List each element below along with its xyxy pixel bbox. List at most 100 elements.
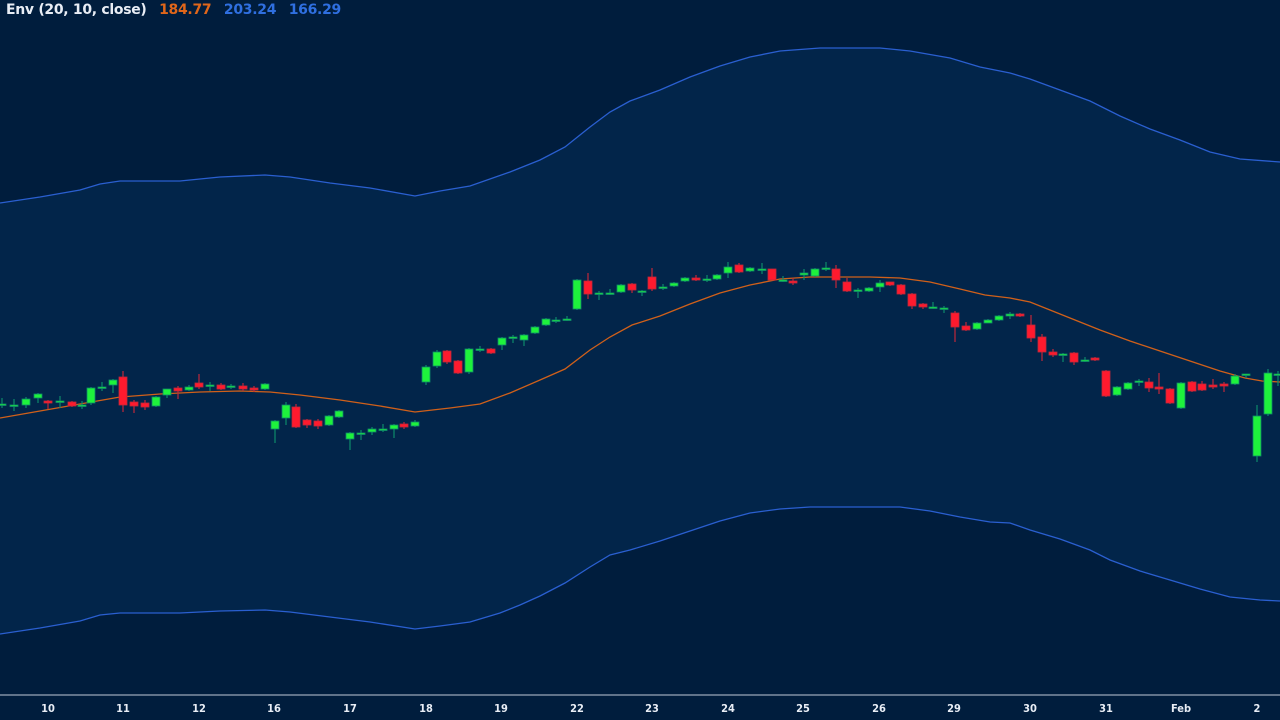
candle-up[interactable] (86, 387, 96, 405)
candle-down[interactable] (1015, 313, 1025, 317)
candle-down[interactable] (691, 275, 701, 281)
candle-up[interactable] (345, 432, 355, 450)
candle-down[interactable] (788, 278, 798, 285)
candle-down[interactable] (1219, 382, 1229, 392)
candle-up[interactable] (757, 263, 767, 274)
candle-down[interactable] (831, 265, 841, 288)
candle-up[interactable] (853, 288, 863, 298)
candle-down[interactable] (647, 268, 657, 291)
candle-up[interactable] (97, 382, 107, 391)
candle-up[interactable] (702, 275, 712, 282)
candle-down[interactable] (1187, 381, 1197, 392)
candle-down[interactable] (1090, 357, 1100, 361)
candle-up[interactable] (21, 397, 31, 408)
candle-down[interactable] (238, 383, 248, 391)
candle-down[interactable] (442, 350, 452, 364)
candle-up[interactable] (184, 385, 194, 391)
candle-down[interactable] (1026, 315, 1036, 342)
candle-up[interactable] (0, 398, 7, 408)
candle-up[interactable] (712, 274, 722, 280)
candle-up[interactable] (1112, 386, 1122, 396)
candle-down[interactable] (216, 383, 226, 390)
candle-up[interactable] (994, 315, 1004, 321)
candle-up[interactable] (508, 335, 518, 343)
candle-down[interactable] (140, 400, 150, 410)
candle-up[interactable] (1134, 379, 1144, 386)
candle-up[interactable] (1123, 382, 1133, 390)
candle-up[interactable] (367, 427, 377, 435)
candle-up[interactable] (162, 388, 172, 398)
candle-up[interactable] (594, 291, 604, 300)
candle-up[interactable] (55, 396, 65, 408)
candle-up[interactable] (616, 284, 626, 293)
candle-down[interactable] (194, 374, 204, 389)
candle-up[interactable] (281, 402, 291, 425)
candle-down[interactable] (627, 283, 637, 293)
candle-up[interactable] (723, 262, 733, 278)
candle-down[interactable] (43, 400, 53, 409)
candle-up[interactable] (324, 415, 334, 426)
candle-up[interactable] (1058, 353, 1068, 362)
candle-down[interactable] (118, 371, 128, 412)
candle-up[interactable] (519, 334, 529, 346)
candle-up[interactable] (983, 319, 993, 324)
candle-down[interactable] (129, 400, 139, 413)
candle-down[interactable] (918, 303, 928, 309)
candle-up[interactable] (799, 269, 809, 280)
candle-down[interactable] (734, 263, 744, 273)
candle-down[interactable] (1048, 349, 1058, 357)
candle-up[interactable] (389, 424, 399, 438)
candle-up[interactable] (745, 267, 755, 272)
candle-up[interactable] (1241, 373, 1251, 378)
candle-up[interactable] (572, 279, 582, 310)
candle-down[interactable] (767, 268, 777, 281)
candle-up[interactable] (530, 326, 540, 334)
candle-up[interactable] (928, 302, 938, 309)
candle-down[interactable] (1165, 388, 1175, 404)
candle-down[interactable] (1197, 381, 1207, 391)
candle-down[interactable] (842, 278, 852, 292)
candle-up[interactable] (551, 317, 561, 323)
candle-up[interactable] (810, 268, 820, 277)
candle-up[interactable] (1080, 357, 1090, 362)
candle-up[interactable] (421, 365, 431, 385)
candle-down[interactable] (291, 404, 301, 428)
candle-up[interactable] (778, 276, 788, 282)
candle-up[interactable] (226, 384, 236, 389)
candle-down[interactable] (249, 386, 259, 392)
candle-up[interactable] (475, 346, 485, 352)
candle-up[interactable] (605, 289, 615, 295)
candle-down[interactable] (67, 401, 77, 407)
candle-up[interactable] (151, 396, 161, 407)
candle-up[interactable] (270, 420, 280, 443)
candle-up[interactable] (9, 399, 19, 411)
candle-up[interactable] (108, 379, 118, 393)
candle-down[interactable] (313, 419, 323, 429)
candle-up[interactable] (1273, 371, 1280, 386)
candle-down[interactable] (486, 348, 496, 354)
candle-down[interactable] (907, 293, 917, 309)
candle-up[interactable] (410, 420, 420, 427)
candle-up[interactable] (821, 262, 831, 271)
candle-down[interactable] (1101, 370, 1111, 397)
candle-down[interactable] (896, 284, 906, 295)
candle-up[interactable] (1176, 382, 1186, 409)
candle-down[interactable] (302, 419, 312, 428)
candle-up[interactable] (637, 290, 647, 296)
candle-up[interactable] (464, 348, 474, 374)
candle-down[interactable] (1154, 373, 1164, 394)
candle-up[interactable] (205, 382, 215, 391)
candle-down[interactable] (950, 311, 960, 342)
candle-down[interactable] (961, 322, 971, 331)
candle-up[interactable] (680, 277, 690, 282)
candle-up[interactable] (658, 284, 668, 290)
candle-down[interactable] (453, 360, 463, 374)
candle-up[interactable] (1263, 369, 1273, 416)
candle-up[interactable] (541, 318, 551, 326)
candle-down[interactable] (885, 281, 895, 286)
candle-up[interactable] (864, 287, 874, 292)
candle-up[interactable] (875, 280, 885, 292)
candle-up[interactable] (1005, 312, 1015, 319)
candle-up[interactable] (939, 306, 949, 313)
